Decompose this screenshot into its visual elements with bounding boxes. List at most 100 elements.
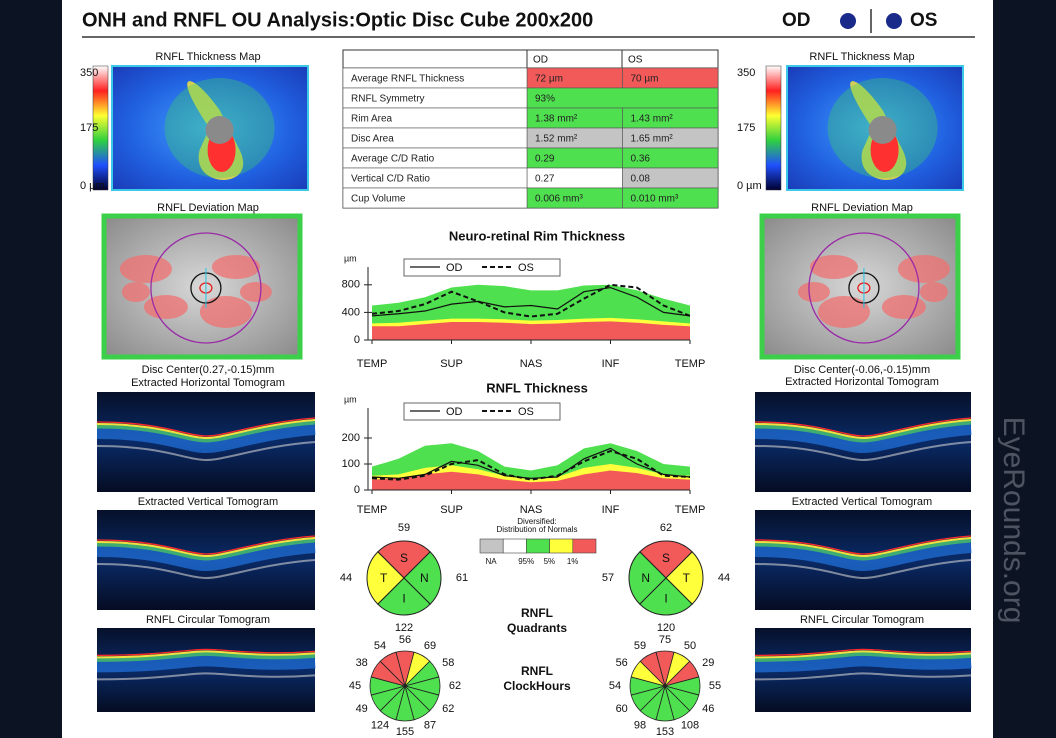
deviation-patch: [240, 282, 272, 302]
clock-value: 59: [634, 640, 646, 652]
y-tick-label: 0: [354, 484, 360, 496]
tomogram-title: RNFL Circular Tomogram: [800, 614, 924, 626]
column-header: OS: [628, 55, 643, 66]
clockhours-caption: ClockHours: [503, 679, 571, 693]
cell-value: 0.27: [535, 174, 555, 185]
normals-legend-label: 95%: [518, 557, 534, 566]
optic-disc: [869, 116, 897, 144]
disc-center: Disc Center(-0.06,-0.15)mm: [794, 364, 930, 376]
x-tick-label: INF: [602, 504, 620, 516]
deviation-patch: [798, 282, 830, 302]
color-scale: [766, 66, 781, 190]
row-label: Vertical C/D Ratio: [351, 174, 430, 185]
clock-value: 98: [634, 720, 646, 732]
normals-legend-label: 5%: [544, 557, 556, 566]
scale-label: 175: [80, 122, 98, 134]
table-cell: [527, 88, 718, 108]
tomogram-title: Extracted Vertical Tomogram: [792, 496, 932, 508]
deviation-patch: [120, 255, 172, 283]
tomogram-title: Extracted Vertical Tomogram: [138, 496, 278, 508]
quadrants-caption: Quadrants: [507, 621, 567, 635]
cell-value: 0.29: [535, 154, 555, 165]
scale-label: 0 µm: [737, 180, 762, 192]
clock-value: 108: [681, 720, 699, 732]
quadrant-letter: N: [420, 571, 429, 585]
deviation-patch: [920, 282, 948, 302]
clock-value: 124: [371, 720, 389, 732]
chart-title: RNFL Thickness: [486, 380, 588, 395]
clock-value: 29: [702, 657, 714, 669]
x-tick-label: SUP: [440, 358, 463, 370]
clock-value: 58: [442, 657, 454, 669]
report-title: ONH and RNFL OU Analysis:Optic Disc Cube…: [82, 9, 593, 31]
deviation-patch: [818, 296, 870, 328]
tomogram-title: Extracted Horizontal Tomogram: [785, 376, 939, 388]
y-tick-label: 400: [342, 306, 360, 318]
y-tick-label: 100: [342, 458, 360, 470]
od-marker: [840, 13, 856, 29]
quadrant-value: 120: [657, 622, 675, 634]
deviation-patch: [122, 282, 150, 302]
map-title: RNFL Deviation Map: [811, 202, 913, 214]
deviation-patch: [200, 296, 252, 328]
x-tick-label: TEMP: [675, 358, 706, 370]
map-title: RNFL Thickness Map: [809, 51, 914, 63]
x-tick-label: NAS: [520, 504, 543, 516]
cell-value: 1.52 mm²: [535, 134, 578, 145]
clock-value: 50: [684, 640, 696, 652]
scale-label: 175: [737, 122, 755, 134]
cell-value: 72 µm: [535, 74, 563, 85]
cell-value: 70 µm: [631, 74, 659, 85]
cell-value: 0.010 mm³: [631, 194, 679, 205]
quadrant-value: 44: [718, 572, 730, 584]
quadrant-letter: S: [400, 551, 408, 565]
quadrant-letter: T: [683, 571, 691, 585]
optic-disc: [206, 116, 234, 144]
cell-value: 1.65 mm²: [631, 134, 674, 145]
deviation-patch: [882, 295, 926, 319]
report-screen: ONH and RNFL OU Analysis:Optic Disc Cube…: [0, 0, 1056, 738]
y-tick-label: 0: [354, 334, 360, 346]
clock-value: 69: [424, 640, 436, 652]
quadrant-value: 122: [395, 622, 413, 634]
quadrants-caption: RNFL: [521, 606, 553, 620]
scale-label: 350: [737, 67, 755, 79]
quadrant-letter: N: [641, 571, 650, 585]
quadrant-value: 44: [340, 572, 352, 584]
normals-legend-box: [503, 539, 526, 553]
quadrant-letter: T: [380, 571, 388, 585]
clock-value: 56: [399, 634, 411, 646]
clock-value: 56: [616, 657, 628, 669]
y-axis-label: µm: [344, 253, 357, 263]
quadrant-value: 57: [602, 572, 614, 584]
clock-value: 155: [396, 726, 414, 738]
watermark: EyeRounds.org: [997, 417, 1030, 624]
clock-value: 62: [442, 703, 454, 715]
clock-value: 87: [424, 720, 436, 732]
cell-value: 0.006 mm³: [535, 194, 583, 205]
clock-value: 54: [609, 680, 621, 692]
normals-legend-label: 1%: [567, 557, 579, 566]
x-tick-label: TEMP: [357, 358, 388, 370]
clock-value: 55: [709, 680, 721, 692]
column-header: OD: [533, 55, 548, 66]
quadrant-value: 61: [456, 572, 468, 584]
quadrant-value: 59: [398, 522, 410, 534]
cell-value: 1.38 mm²: [535, 114, 578, 125]
clockhours-caption: RNFL: [521, 664, 553, 678]
clock-value: 62: [449, 680, 461, 692]
quadrant-letter: I: [402, 592, 405, 606]
normals-legend-box: [550, 539, 573, 553]
normals-legend-box: [526, 539, 549, 553]
quadrant-value: 62: [660, 522, 672, 534]
scale-label: 350: [80, 67, 98, 79]
row-label: RNFL Symmetry: [351, 94, 425, 105]
tomogram-title: RNFL Circular Tomogram: [146, 614, 270, 626]
cell-value: 0.36: [631, 154, 651, 165]
y-tick-label: 200: [342, 432, 360, 444]
clock-value: 54: [374, 640, 386, 652]
scale-label: 0 µm: [80, 180, 105, 192]
row-label: Rim Area: [351, 114, 393, 125]
quadrant-letter: S: [662, 551, 670, 565]
clock-value: 60: [616, 703, 628, 715]
